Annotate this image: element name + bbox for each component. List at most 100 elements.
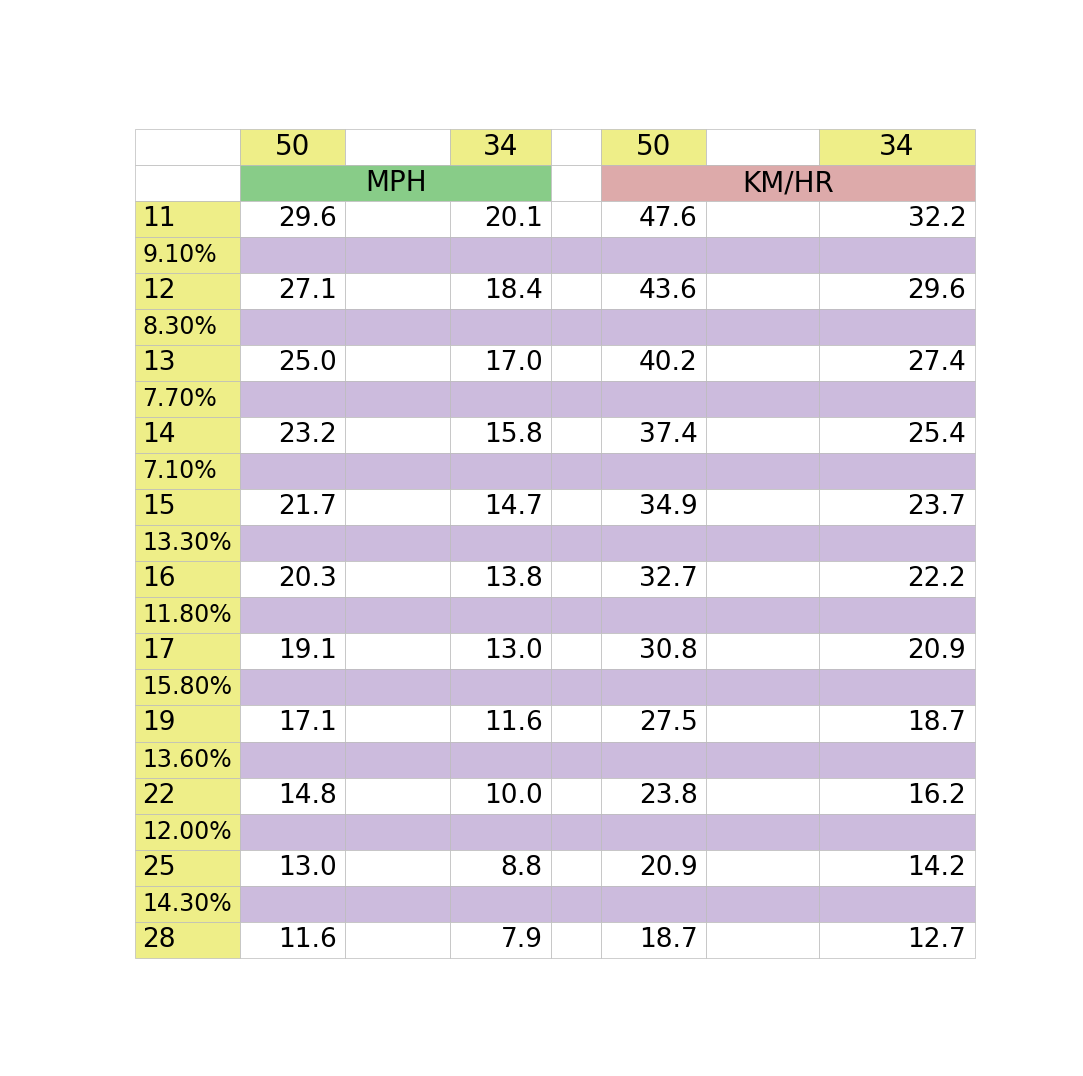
Bar	[706, 345, 820, 381]
Bar	[345, 237, 451, 273]
Bar	[706, 669, 820, 706]
Bar	[551, 562, 601, 597]
Text: 25.4: 25.4	[908, 422, 966, 449]
Text: 19: 19	[142, 710, 175, 736]
Text: 17.0: 17.0	[484, 351, 543, 377]
Bar	[820, 669, 975, 706]
Bar	[601, 453, 706, 490]
Text: 13: 13	[142, 351, 175, 377]
Text: 11: 11	[142, 207, 175, 232]
Bar	[551, 813, 601, 850]
Bar	[451, 273, 551, 309]
Bar	[601, 597, 706, 634]
Bar	[240, 201, 345, 237]
Text: MPH: MPH	[365, 169, 427, 197]
Text: 40.2: 40.2	[639, 351, 697, 377]
Text: 32.2: 32.2	[908, 207, 966, 232]
Bar	[551, 273, 601, 309]
Bar	[551, 129, 601, 165]
Bar	[451, 886, 551, 922]
Bar	[135, 129, 240, 165]
Bar	[820, 634, 975, 669]
Text: 20.1: 20.1	[484, 207, 543, 232]
Bar	[551, 634, 601, 669]
Bar	[820, 201, 975, 237]
Bar	[345, 886, 451, 922]
Bar	[601, 669, 706, 706]
Bar	[345, 129, 451, 165]
Bar	[135, 309, 240, 345]
Text: 17.1: 17.1	[278, 710, 337, 736]
Bar	[240, 813, 345, 850]
Bar	[345, 345, 451, 381]
Text: 20.9: 20.9	[908, 638, 966, 665]
Bar	[345, 490, 451, 525]
Bar	[240, 381, 345, 417]
Bar	[135, 597, 240, 634]
Bar	[601, 309, 706, 345]
Text: 14: 14	[142, 422, 175, 449]
Bar	[451, 634, 551, 669]
Bar	[135, 562, 240, 597]
Bar	[706, 741, 820, 778]
Bar	[820, 345, 975, 381]
Bar	[240, 525, 345, 562]
Text: 18.4: 18.4	[484, 279, 543, 305]
Bar	[240, 669, 345, 706]
Bar	[820, 813, 975, 850]
Bar	[345, 309, 451, 345]
Bar	[706, 237, 820, 273]
Bar	[451, 129, 551, 165]
Bar	[551, 669, 601, 706]
Bar	[345, 669, 451, 706]
Bar	[551, 345, 601, 381]
Bar	[240, 345, 345, 381]
Bar	[240, 417, 345, 453]
Bar	[551, 741, 601, 778]
Text: 12.7: 12.7	[908, 926, 966, 952]
Bar	[135, 490, 240, 525]
Text: 17: 17	[142, 638, 175, 665]
Text: 27.5: 27.5	[639, 710, 697, 736]
Bar	[240, 309, 345, 345]
Bar	[240, 922, 345, 958]
Bar	[706, 778, 820, 813]
Bar	[706, 417, 820, 453]
Text: 18.7: 18.7	[908, 710, 966, 736]
Text: 14.2: 14.2	[908, 854, 966, 880]
Text: 34: 34	[483, 133, 518, 161]
Bar	[451, 669, 551, 706]
Bar	[240, 490, 345, 525]
Bar	[345, 417, 451, 453]
Bar	[706, 490, 820, 525]
Bar	[601, 813, 706, 850]
Bar	[601, 417, 706, 453]
Bar	[551, 309, 601, 345]
Bar	[820, 525, 975, 562]
Text: 25: 25	[142, 854, 175, 880]
Bar	[706, 813, 820, 850]
Bar	[820, 850, 975, 886]
Bar	[240, 562, 345, 597]
Text: 27.4: 27.4	[908, 351, 966, 377]
Text: 29.6: 29.6	[278, 207, 337, 232]
Bar	[240, 165, 551, 201]
Bar	[706, 309, 820, 345]
Text: 23.2: 23.2	[278, 422, 337, 449]
Bar	[451, 706, 551, 741]
Bar	[240, 129, 345, 165]
Bar	[820, 741, 975, 778]
Text: 22.2: 22.2	[908, 566, 966, 593]
Bar	[601, 525, 706, 562]
Text: 7.70%: 7.70%	[142, 387, 217, 411]
Bar	[706, 634, 820, 669]
Text: 11.6: 11.6	[484, 710, 543, 736]
Bar	[601, 741, 706, 778]
Bar	[240, 850, 345, 886]
Text: 15.80%: 15.80%	[142, 676, 232, 699]
Bar	[135, 345, 240, 381]
Text: 11.80%: 11.80%	[142, 604, 232, 627]
Text: 13.60%: 13.60%	[142, 748, 232, 771]
Text: 16: 16	[142, 566, 175, 593]
Bar	[706, 129, 820, 165]
